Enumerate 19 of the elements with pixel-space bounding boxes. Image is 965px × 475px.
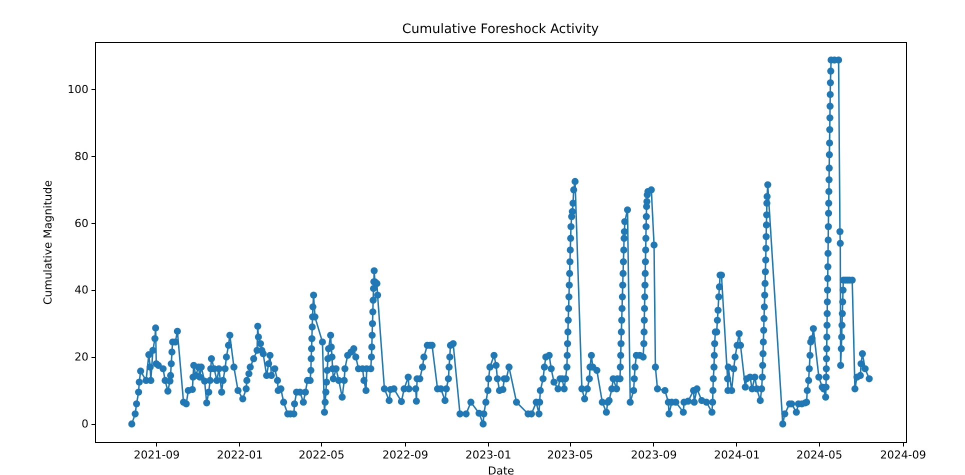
x-tick-label: 2022-09 xyxy=(382,448,428,462)
y-tick-label: 60 xyxy=(74,216,88,230)
x-tick-label: 2024-01 xyxy=(714,448,760,462)
y-tick-label: 20 xyxy=(74,350,88,364)
y-axis-title: Cumulative Magnitude xyxy=(42,180,55,305)
x-tick-label: 2023-05 xyxy=(547,448,594,462)
x-tick-label: 2023-01 xyxy=(465,448,512,462)
x-tick-label: 2022-01 xyxy=(216,448,263,462)
y-tick-label: 100 xyxy=(68,82,88,96)
chart-title: Cumulative Foreshock Activity xyxy=(402,22,600,37)
x-tick-label: 2024-09 xyxy=(880,448,926,462)
y-tick-label: 40 xyxy=(74,284,88,297)
x-tick-label: 2024-05 xyxy=(796,448,842,462)
x-tick-label: 2021-09 xyxy=(134,448,180,462)
y-tick-label: 80 xyxy=(74,150,88,163)
x-tick-label: 2022-05 xyxy=(298,448,345,462)
y-tick-label: 0 xyxy=(82,417,88,430)
x-tick-label: 2023-09 xyxy=(630,448,677,462)
x-axis-title: Date xyxy=(488,464,514,475)
